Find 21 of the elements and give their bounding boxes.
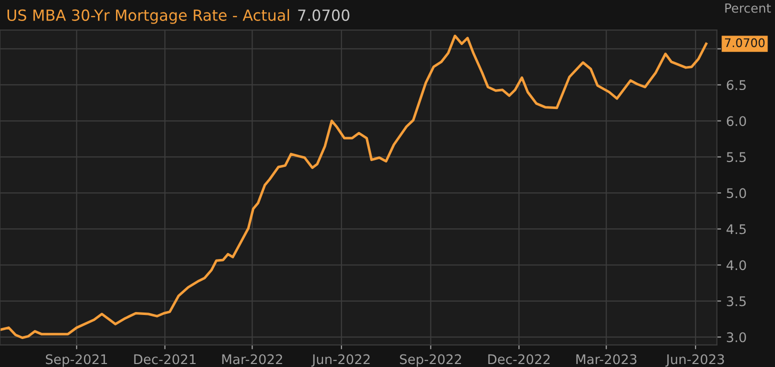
y-tick-label: 3.0: [726, 332, 746, 342]
x-tick-label: Mar-2023: [576, 354, 636, 364]
x-tick-label: Sep-2021: [46, 354, 108, 367]
x-tick-label: Sep-2022: [400, 354, 461, 367]
x-tick-label: Mar-2022: [222, 354, 282, 364]
y-tick-label: 6.5: [726, 80, 746, 90]
x-tick-label: Dec-2022: [488, 354, 550, 364]
y-tick-label: 4.5: [726, 224, 746, 234]
line-series: [0, 34, 708, 340]
y-tick-label: 3.5: [726, 296, 746, 306]
chart-subtitle: 7.0700: [298, 9, 350, 21]
y-tick-label: 4.0: [726, 260, 746, 270]
annotation: 7.0700: [725, 38, 765, 48]
chart-title: US MBA 30-Yr Mortgage Rate - Actual: [8, 9, 290, 24]
x-tick-label: Jun-2022: [311, 354, 370, 367]
y-tick-label: 5.5: [726, 152, 746, 162]
x-tick-label: Jun-2023: [665, 354, 724, 367]
x-tick-label: Dec-2021: [134, 354, 196, 364]
y-tick-label: 5.0: [726, 188, 746, 198]
y-axis-title: Percent: [725, 4, 771, 13]
y-tick-label: 6.0: [726, 116, 746, 126]
